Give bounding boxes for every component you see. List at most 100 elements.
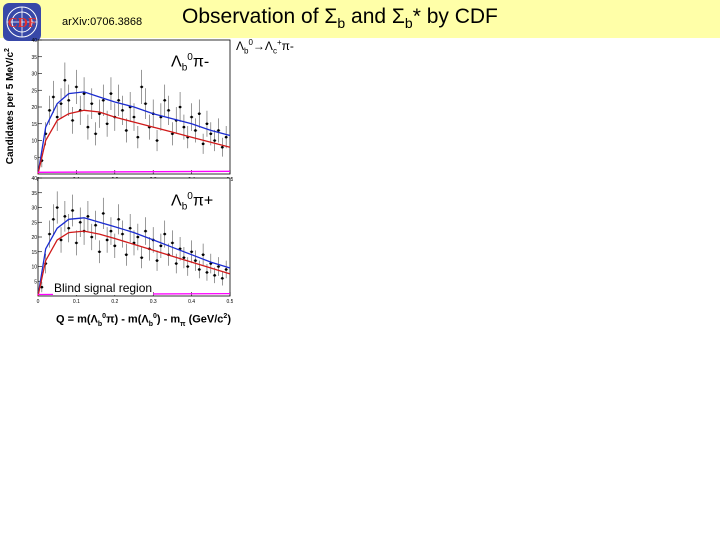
data-point (205, 271, 209, 274)
data-point (67, 99, 71, 102)
title-part-1: Observation of Σ (182, 5, 338, 28)
data-point (98, 112, 101, 115)
y-tick-label: 5 (34, 279, 37, 285)
data-point (52, 218, 55, 221)
data-point (109, 229, 113, 233)
data-point (52, 95, 55, 99)
decay-label: Λb0→Λc+π- (236, 38, 294, 55)
xlabel-sup-0: 0 (102, 313, 107, 320)
data-point (101, 212, 105, 215)
x-tick-label: 0 (37, 299, 40, 305)
y-tick-label: 30 (31, 206, 37, 212)
data-point (48, 109, 51, 112)
data-point (55, 206, 59, 209)
y-axis-label: Candidates per 5 MeV/c2 (4, 40, 16, 172)
decay-lc-sub: c (272, 46, 277, 56)
top-label-sub: b (181, 62, 188, 74)
data-point (78, 220, 82, 224)
decay-lc: Λ (264, 39, 273, 53)
data-point (186, 265, 190, 268)
y-tick-label: 15 (31, 122, 37, 128)
decay-lc-sup: + (276, 38, 282, 47)
data-point (174, 262, 178, 265)
fit-curve-0 (37, 217, 231, 297)
data-point (182, 125, 186, 129)
y-axis-label-text: Candidates per 5 MeV/c (5, 51, 17, 165)
data-point (63, 78, 67, 82)
data-point (105, 238, 109, 242)
data-point (144, 229, 147, 233)
y-tick-label: 30 (31, 72, 37, 78)
data-point (71, 119, 74, 122)
decay-pi: π- (281, 39, 294, 53)
data-point (163, 232, 167, 236)
data-point (48, 232, 51, 236)
data-point (67, 226, 71, 230)
data-point (190, 250, 193, 254)
decay-lb-sup: 0 (248, 38, 253, 47)
page-title: Observation of Σb and Σb* by CDF (182, 5, 498, 31)
decay-lb-sub: b (244, 46, 249, 56)
fit-curve-1 (37, 230, 231, 297)
data-point (155, 139, 159, 142)
data-point (163, 99, 167, 102)
data-point (205, 122, 209, 126)
data-point (132, 115, 136, 119)
data-point (90, 235, 94, 239)
y-axis-label-sup: 2 (3, 48, 11, 52)
y-tick-label: 20 (31, 235, 37, 241)
y-tick-label: 10 (31, 139, 37, 145)
data-point (125, 129, 128, 132)
data-point (125, 253, 128, 256)
xlabel-part-3: ) - m (156, 313, 181, 326)
bottom-label-main: Λ (171, 192, 182, 210)
data-point (121, 109, 124, 112)
bottom-label-tail: π+ (192, 192, 214, 210)
data-point (144, 102, 147, 105)
data-point (140, 85, 143, 89)
y-tick-label: 5 (34, 155, 37, 161)
logo-text: CDF (8, 16, 37, 31)
data-point (75, 241, 78, 245)
title-part-3: * by CDF (412, 5, 498, 28)
data-point (224, 268, 228, 271)
data-point (155, 259, 159, 262)
top-label-main: Λ (171, 53, 182, 71)
y-tick-label: 35 (31, 55, 37, 61)
title-banner (0, 0, 720, 38)
y-tick-label: 15 (31, 250, 37, 256)
data-point (197, 112, 201, 115)
data-point (105, 122, 109, 126)
arxiv-id: arXiv:0706.3868 (62, 16, 143, 28)
data-point (101, 99, 105, 102)
top-label-tail: π- (192, 53, 210, 71)
decay-lb: Λ (236, 39, 245, 53)
data-point (178, 105, 182, 109)
data-point (55, 115, 59, 119)
data-point (94, 223, 97, 227)
data-point (94, 132, 97, 136)
x-tick-label: 0.5 (227, 299, 233, 305)
data-point (121, 232, 124, 236)
cdf-logo: CDF (3, 3, 41, 41)
xlabel-sub-pi: π (180, 320, 186, 328)
bottom-panel-label: Λb0π+ (169, 191, 216, 213)
xlabel-part-2: π) - m(Λ (106, 313, 149, 326)
data-point (201, 142, 205, 146)
data-point (159, 244, 163, 248)
data-point (209, 132, 213, 136)
decay-arrow: → (252, 39, 265, 53)
top-panel-label: Λb0π- (169, 52, 212, 74)
data-point (194, 129, 197, 132)
data-point (140, 256, 143, 259)
data-point (82, 92, 86, 95)
data-point (213, 139, 216, 142)
data-point (190, 115, 193, 119)
data-point (167, 109, 170, 112)
bottom-label-sup: 0 (187, 191, 193, 202)
data-point (113, 244, 117, 248)
data-point (194, 259, 197, 262)
data-point (136, 135, 140, 139)
data-point (201, 253, 205, 256)
data-point (217, 129, 220, 132)
